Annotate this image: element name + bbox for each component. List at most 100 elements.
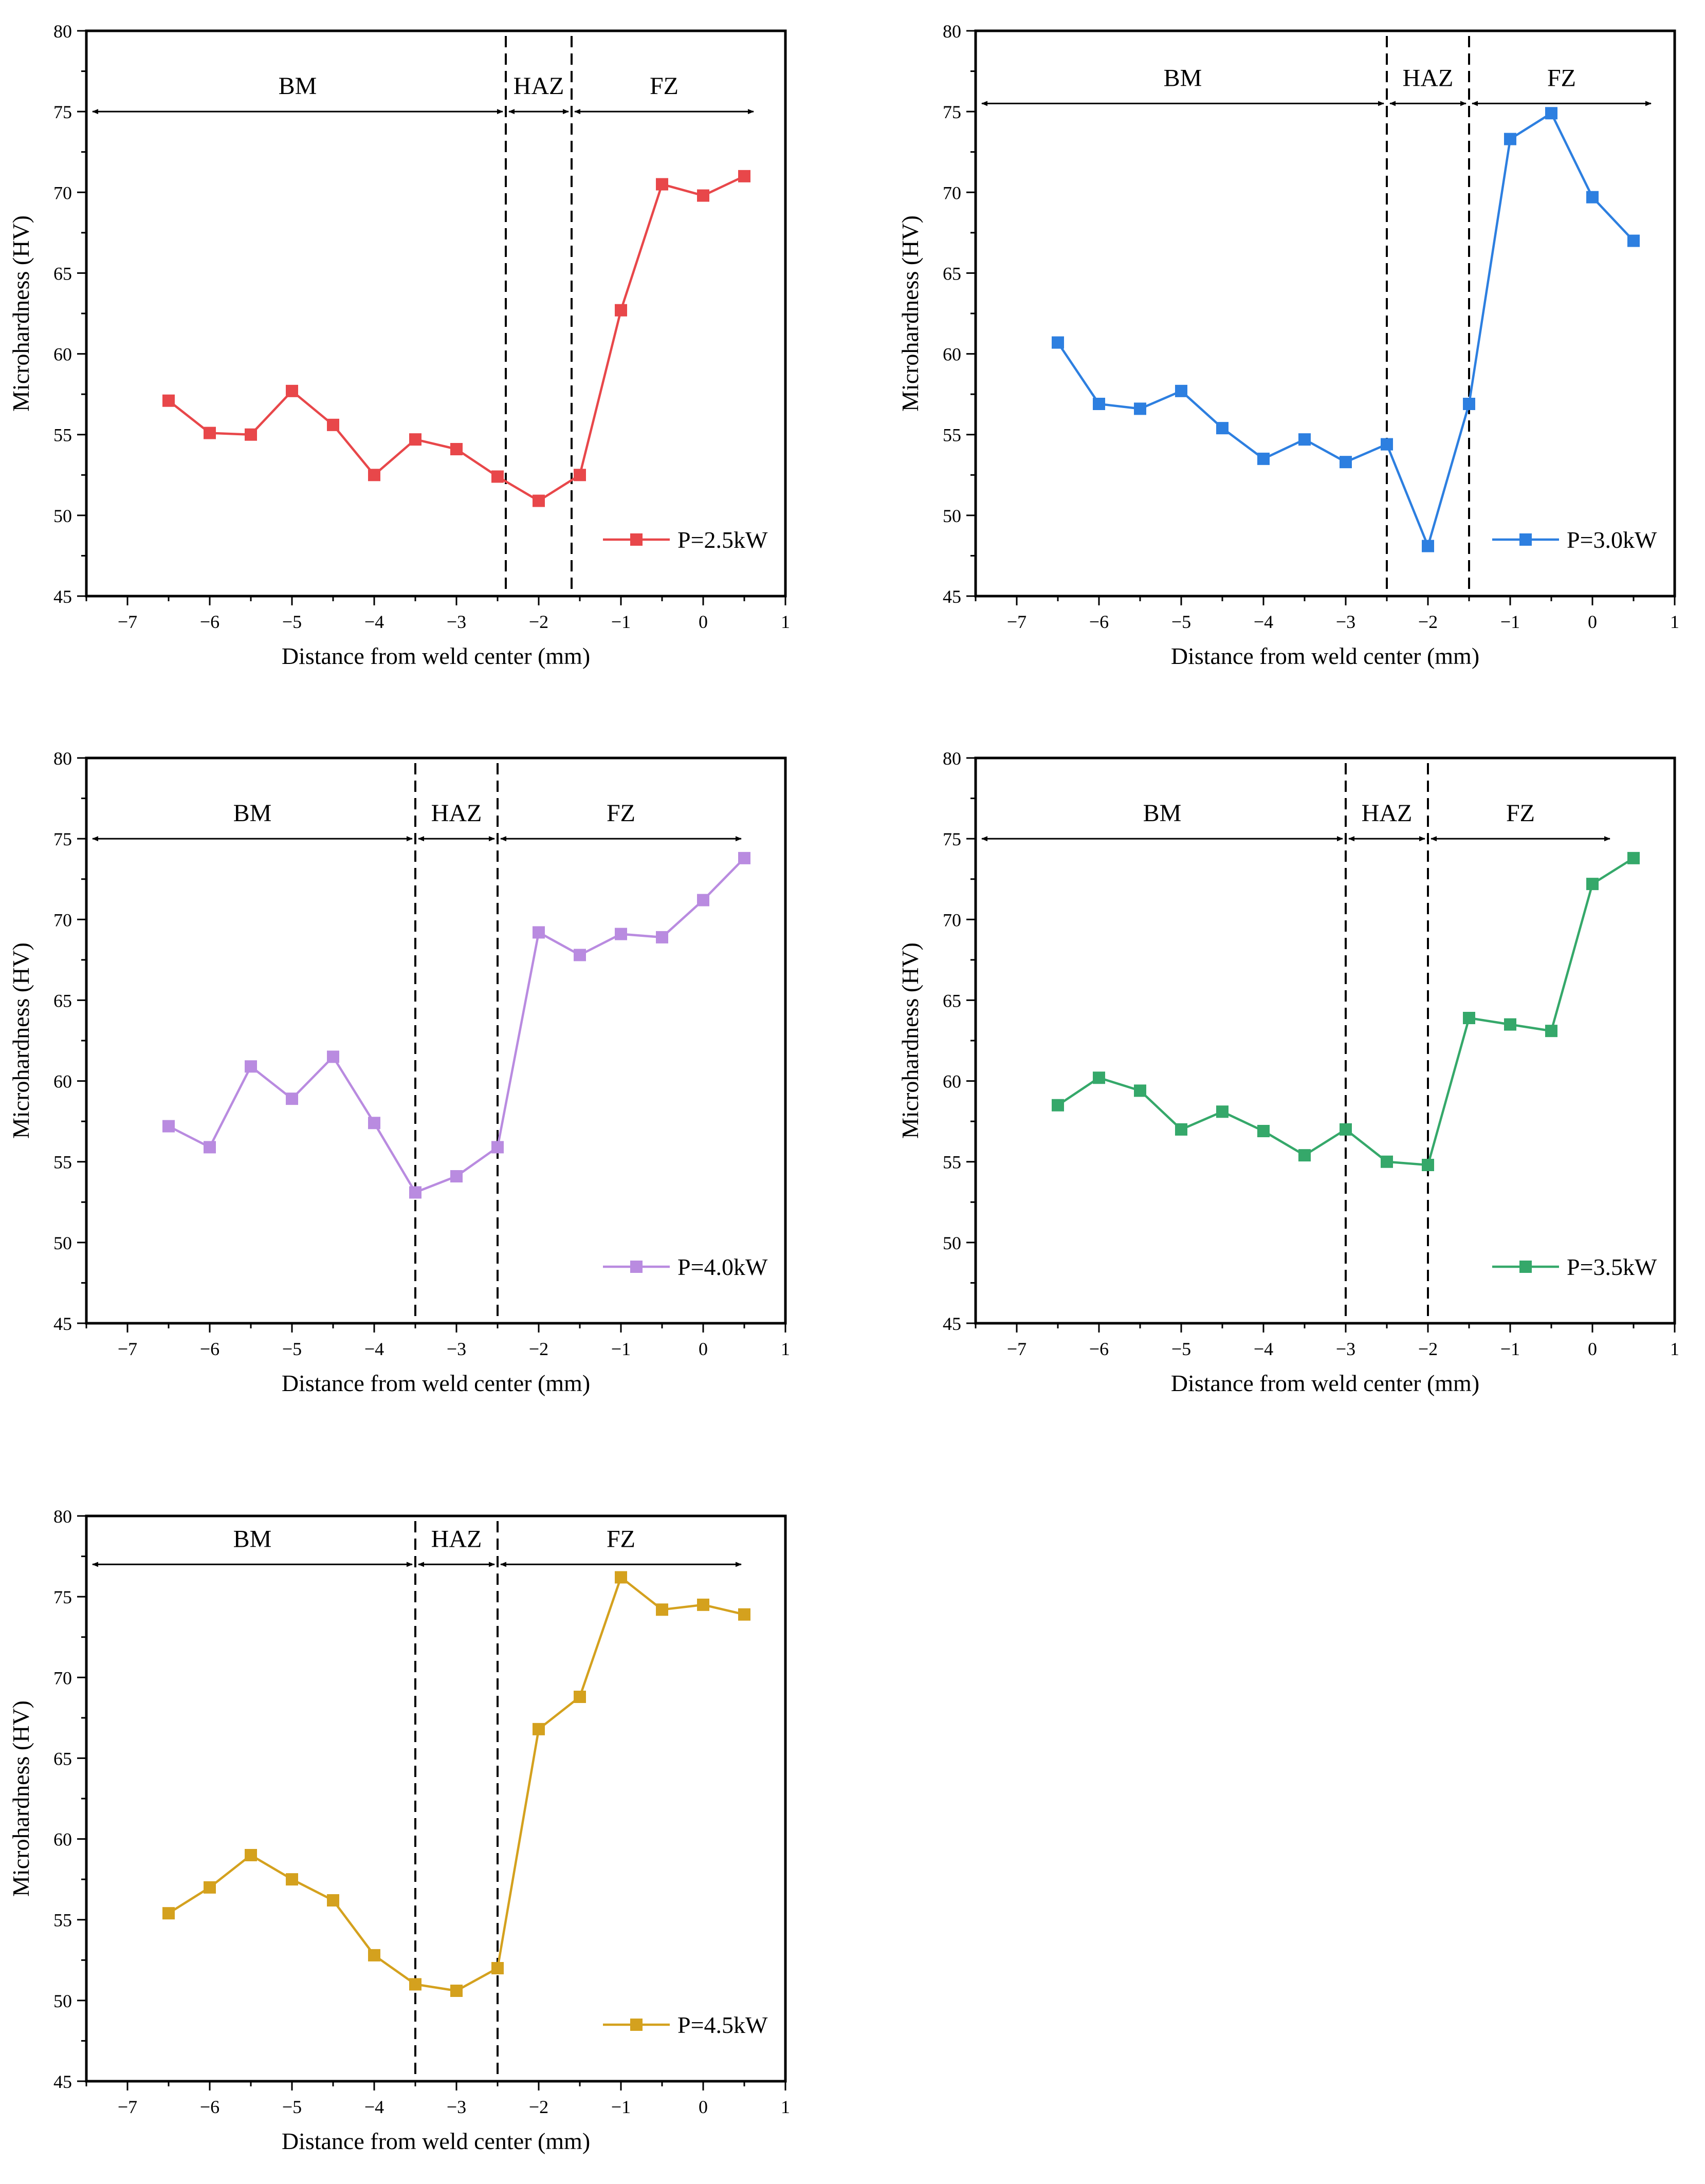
data-point bbox=[491, 1141, 504, 1154]
data-point bbox=[574, 949, 586, 961]
y-tick-label: 45 bbox=[943, 1313, 961, 1334]
data-point bbox=[1627, 852, 1640, 864]
data-point bbox=[656, 931, 668, 943]
data-point bbox=[245, 428, 257, 441]
x-axis-title: Distance from weld center (mm) bbox=[1171, 643, 1479, 669]
y-tick-label: 60 bbox=[53, 344, 72, 365]
x-axis-title: Distance from weld center (mm) bbox=[1171, 1370, 1479, 1396]
data-point bbox=[204, 427, 216, 439]
data-point bbox=[286, 1093, 298, 1105]
region-label-haz: HAZ bbox=[1362, 800, 1413, 827]
x-tick-label: −4 bbox=[364, 1339, 384, 1359]
y-tick-label: 80 bbox=[53, 21, 72, 42]
y-tick-label: 75 bbox=[53, 829, 72, 849]
y-tick-label: 65 bbox=[53, 1748, 72, 1769]
y-tick-label: 70 bbox=[943, 910, 961, 930]
data-point bbox=[1545, 107, 1557, 120]
data-point bbox=[1340, 1123, 1352, 1136]
x-tick-label: 1 bbox=[781, 1339, 790, 1359]
y-tick-label: 50 bbox=[53, 1233, 72, 1253]
x-tick-label: −1 bbox=[611, 1339, 631, 1359]
y-tick-label: 50 bbox=[53, 506, 72, 526]
data-point bbox=[533, 926, 545, 939]
y-tick-label: 60 bbox=[943, 1071, 961, 1092]
x-tick-label: −4 bbox=[1254, 612, 1273, 632]
x-tick-label: 0 bbox=[1588, 612, 1597, 632]
y-tick-label: 50 bbox=[53, 1991, 72, 2011]
chart-4: −7 −6 −5 −4 −3 −2 −1 0 1 45 50 55 60 65 70 75 80 Distance… bbox=[897, 748, 1679, 1396]
x-tick-label: −1 bbox=[611, 612, 631, 632]
x-tick-label: −5 bbox=[1171, 612, 1191, 632]
region-label-bm: BM bbox=[233, 800, 272, 827]
chart-5: −7 −6 −5 −4 −3 −2 −1 0 1 45 50 55 60 65 70 75 80 Distance… bbox=[8, 1506, 790, 2154]
x-tick-label: 1 bbox=[1670, 612, 1679, 632]
x-tick-label: −7 bbox=[1007, 612, 1026, 632]
y-axis-title: Microhardness (HV) bbox=[897, 942, 923, 1139]
data-point bbox=[327, 1050, 339, 1063]
plot-frame bbox=[974, 756, 1676, 1325]
region-label-fz: FZ bbox=[607, 1525, 635, 1552]
legend-label: P=4.0kW bbox=[677, 1254, 768, 1280]
data-point bbox=[204, 1881, 216, 1894]
x-tick-label: −5 bbox=[282, 2097, 302, 2117]
legend-marker bbox=[630, 1261, 643, 1273]
y-tick-label: 45 bbox=[53, 1313, 72, 1334]
data-point bbox=[1093, 398, 1105, 410]
x-tick-label: 0 bbox=[1588, 1339, 1597, 1359]
x-tick-label: −2 bbox=[1418, 1339, 1438, 1359]
data-point bbox=[656, 178, 668, 191]
x-tick-label: −2 bbox=[529, 2097, 548, 2117]
data-point bbox=[1586, 191, 1599, 203]
data-point bbox=[245, 1849, 257, 1861]
data-point bbox=[1381, 1155, 1393, 1168]
y-axis-title: Microhardness (HV) bbox=[8, 215, 34, 412]
y-tick-label: 60 bbox=[943, 344, 961, 365]
region-label-fz: FZ bbox=[607, 800, 635, 827]
data-point bbox=[162, 1120, 175, 1133]
legend-marker bbox=[630, 533, 643, 546]
legend-marker bbox=[1519, 533, 1532, 546]
x-tick-label: −3 bbox=[447, 612, 466, 632]
y-tick-label: 50 bbox=[943, 1233, 961, 1253]
data-point bbox=[162, 394, 175, 407]
data-point bbox=[1175, 1123, 1187, 1136]
y-tick-label: 75 bbox=[53, 102, 72, 122]
data-point bbox=[1422, 1159, 1434, 1171]
region-label-haz: HAZ bbox=[514, 72, 564, 100]
x-tick-label: 0 bbox=[699, 612, 708, 632]
x-tick-label: −2 bbox=[529, 612, 548, 632]
data-point bbox=[1134, 402, 1146, 415]
data-point bbox=[368, 469, 380, 482]
data-point bbox=[1298, 433, 1311, 446]
data-point bbox=[1586, 878, 1599, 891]
x-tick-label: −6 bbox=[1089, 612, 1109, 632]
x-tick-label: −6 bbox=[200, 1339, 219, 1359]
y-axis-title: Microhardness (HV) bbox=[8, 1700, 34, 1897]
x-tick-label: 0 bbox=[699, 1339, 708, 1359]
data-point bbox=[574, 1691, 586, 1703]
data-point bbox=[1504, 1018, 1516, 1031]
x-tick-label: −1 bbox=[611, 2097, 631, 2117]
data-point bbox=[615, 304, 627, 317]
data-point bbox=[738, 170, 750, 182]
region-label-haz: HAZ bbox=[1403, 64, 1454, 91]
series-line bbox=[1057, 112, 1635, 547]
y-tick-label: 70 bbox=[53, 182, 72, 203]
x-tick-label: 1 bbox=[781, 2097, 790, 2117]
data-point bbox=[1134, 1084, 1146, 1097]
y-tick-label: 80 bbox=[943, 748, 961, 769]
y-tick-label: 55 bbox=[943, 425, 961, 446]
x-tick-label: −4 bbox=[364, 612, 384, 632]
y-tick-label: 45 bbox=[53, 2071, 72, 2092]
x-tick-label: −6 bbox=[1089, 1339, 1109, 1359]
y-tick-label: 55 bbox=[53, 1152, 72, 1173]
data-point bbox=[368, 1117, 380, 1130]
data-point bbox=[1216, 1105, 1229, 1118]
y-tick-label: 55 bbox=[53, 425, 72, 446]
data-point bbox=[1298, 1149, 1311, 1162]
data-point bbox=[574, 469, 586, 482]
region-label-fz: FZ bbox=[650, 72, 679, 100]
data-point bbox=[409, 433, 421, 446]
y-tick-label: 65 bbox=[53, 990, 72, 1011]
y-tick-label: 60 bbox=[53, 1071, 72, 1092]
